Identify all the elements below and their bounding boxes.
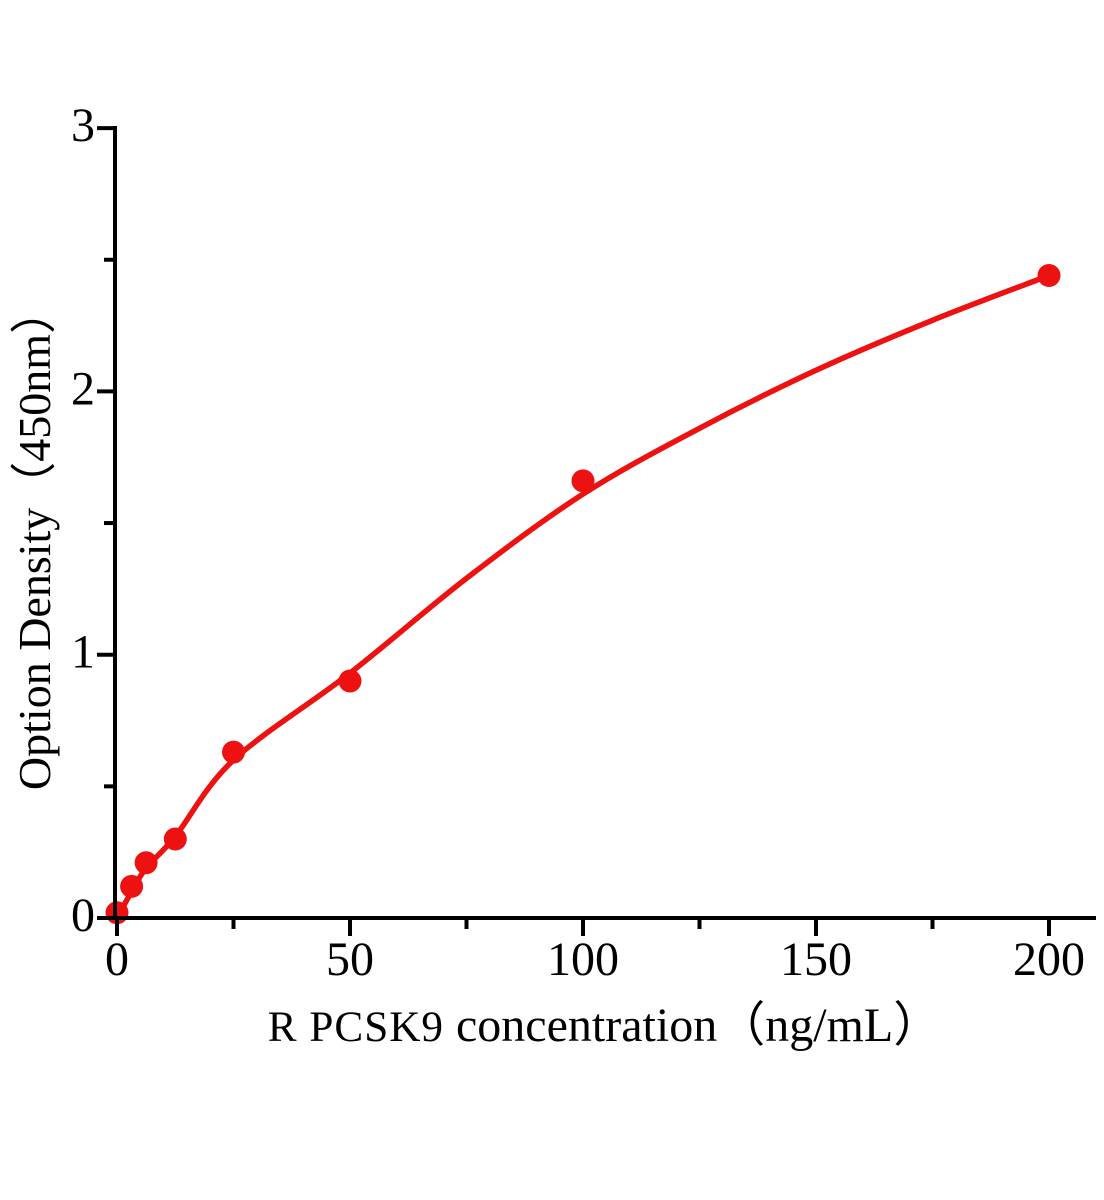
data-point: [1037, 264, 1061, 287]
x-tick-label: 100: [547, 933, 619, 986]
data-point: [163, 827, 187, 851]
x-axis-title: R PCSK9 concentration（ng/mL）: [113, 994, 1096, 1058]
y-tick-label: 2: [71, 362, 95, 415]
data-point: [571, 469, 595, 493]
x-axis-title-prefix: R PCSK9: [267, 1004, 444, 1051]
y-axis-title: Option Density（450nm）: [9, 287, 60, 791]
x-tick-label: 150: [780, 933, 852, 986]
x-axis-title-rest: concentration（ng/mL）: [444, 999, 942, 1052]
x-tick-label: 50: [326, 933, 374, 986]
fit-curve: [114, 272, 1052, 921]
data-point: [338, 669, 362, 693]
data-point: [222, 740, 245, 764]
y-tick-label: 0: [71, 889, 95, 942]
x-tick-label: 0: [105, 933, 129, 986]
y-tick-label: 1: [71, 626, 95, 679]
data-point: [120, 874, 144, 898]
x-tick-label: 200: [1013, 933, 1085, 986]
data-point: [134, 851, 158, 875]
y-tick-label: 3: [71, 99, 95, 152]
